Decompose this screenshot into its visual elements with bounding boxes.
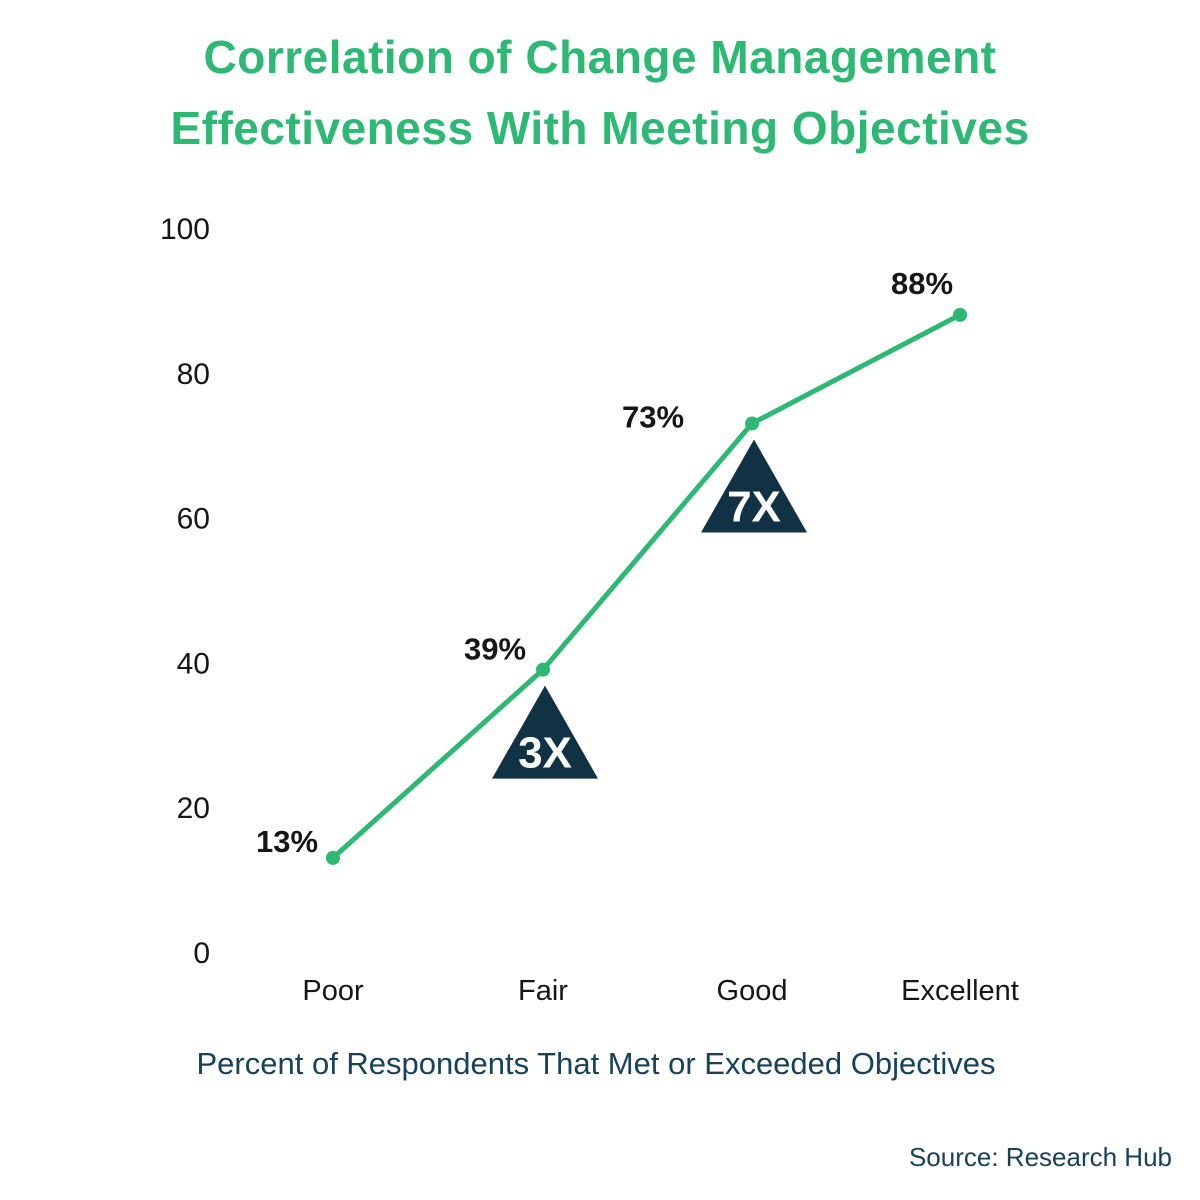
y-tick-label-40: 40 — [177, 647, 210, 680]
annotation-triangle-3x — [492, 685, 598, 779]
y-tick-label-60: 60 — [177, 503, 210, 536]
y-tick-label-20: 20 — [177, 792, 210, 825]
value-label-good: 73% — [622, 399, 684, 434]
x-axis-caption: Percent of Respondents That Met or Excee… — [196, 1046, 996, 1081]
x-category-label-good: Good — [717, 975, 788, 1007]
data-point-poor — [326, 850, 340, 865]
annotation-label-7x: 7X — [727, 482, 781, 531]
chart-title: Correlation of Change Management Effecti… — [0, 22, 1200, 164]
y-tick-label-80: 80 — [177, 358, 210, 391]
value-label-excellent: 88% — [891, 266, 953, 301]
data-point-good — [745, 416, 759, 431]
value-label-poor: 13% — [256, 824, 318, 859]
x-category-label-excellent: Excellent — [901, 975, 1019, 1007]
source-note: Source: Research Hub — [908, 1142, 1172, 1172]
data-point-fair — [536, 662, 550, 677]
annotation-label-3x: 3X — [518, 729, 572, 778]
value-label-fair: 39% — [464, 632, 526, 667]
chart-title-line-1: Correlation of Change Management — [203, 31, 997, 83]
y-tick-label-0: 0 — [193, 937, 210, 970]
x-category-label-poor: Poor — [302, 975, 364, 1007]
chart-title-line-2: Effectiveness With Meeting Objectives — [170, 102, 1030, 154]
annotation-triangle-7x — [701, 439, 807, 533]
x-category-label-fair: Fair — [518, 975, 568, 1007]
trend-line — [330, 312, 963, 861]
y-tick-label-100: 100 — [160, 213, 210, 246]
data-point-excellent — [953, 307, 967, 322]
